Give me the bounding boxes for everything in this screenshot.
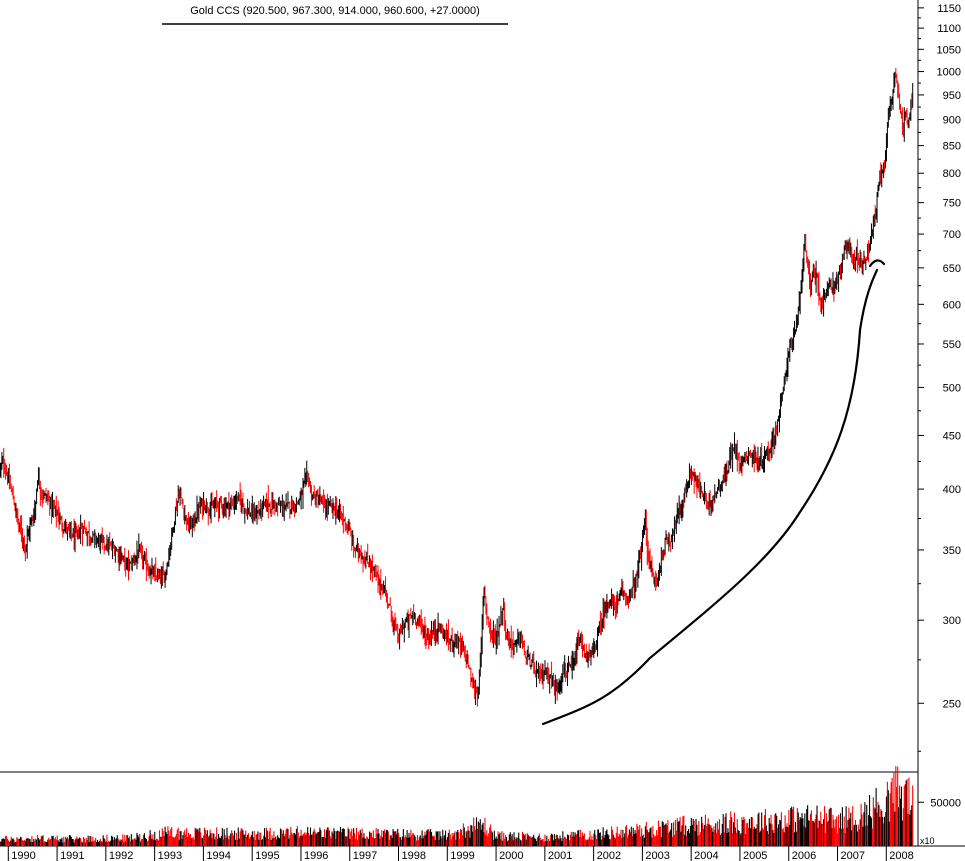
year-tick-label: 1995 — [255, 850, 279, 861]
price-tick-label: 1150 — [937, 3, 961, 15]
price-tick-label: 1000 — [937, 67, 961, 79]
year-tick-label: 1997 — [353, 850, 377, 861]
volume-tick-label: 50000 — [930, 797, 961, 809]
price-tick-label: 900 — [943, 115, 961, 127]
price-tick-label: 250 — [943, 698, 961, 710]
price-tick-labels: 1150 1100 1050 1000 950 900 850 800 750 700 650 600… — [918, 3, 961, 752]
year-tick-label: 1999 — [450, 850, 474, 861]
chart-title: Gold CCS (920.500, 967.300, 914.000, 960… — [190, 5, 480, 17]
price-series — [0, 67, 914, 707]
year-tick-label: 1990 — [11, 850, 35, 861]
year-tick-label: 2006 — [792, 850, 816, 861]
price-tick-label: 500 — [943, 382, 961, 394]
year-tick-label: 2000 — [499, 850, 523, 861]
trend-arrow-head — [868, 259, 886, 268]
year-tick-label: 2003 — [645, 850, 669, 861]
price-tick-label: 350 — [943, 545, 961, 557]
year-tick-label: 1991 — [60, 850, 84, 861]
year-tick-label: 2004 — [694, 850, 718, 861]
price-tick-label: 1050 — [937, 44, 961, 56]
year-tick-label: 1992 — [109, 850, 133, 861]
price-tick-label: 450 — [943, 430, 961, 442]
price-tick-label: 600 — [943, 299, 961, 311]
volume-multiplier-label: x10 — [920, 836, 935, 846]
price-tick-label: 700 — [943, 229, 961, 241]
price-tick-label: 400 — [943, 484, 961, 496]
year-tick-label: 2002 — [597, 850, 621, 861]
year-tick-label: 2001 — [548, 850, 572, 861]
price-tick-label: 650 — [943, 263, 961, 275]
year-tick-label: 1998 — [402, 850, 426, 861]
volume-series — [0, 766, 914, 846]
trend-arc-drawing — [541, 268, 879, 726]
price-tick-label: 800 — [943, 168, 961, 180]
price-tick-label: 300 — [943, 615, 961, 627]
price-tick-label: 950 — [943, 90, 961, 102]
volume-tick-labels: 50000 x10 — [918, 797, 961, 846]
price-tick-label: 1100 — [937, 23, 961, 35]
year-tick-label: 1996 — [304, 850, 328, 861]
year-tick-label: 2008 — [889, 850, 913, 861]
year-tick-label: 2007 — [841, 850, 865, 861]
year-tick-label: 2005 — [743, 850, 767, 861]
year-tick-labels: 1990 1991 1992 1993 1994 1995 1996 1997 1998 1999… — [7, 846, 914, 861]
price-tick-label: 750 — [943, 198, 961, 210]
price-tick-label: 850 — [943, 141, 961, 153]
year-tick-label: 1994 — [206, 850, 230, 861]
price-tick-label: 550 — [943, 339, 961, 351]
year-tick-label: 1993 — [158, 850, 182, 861]
